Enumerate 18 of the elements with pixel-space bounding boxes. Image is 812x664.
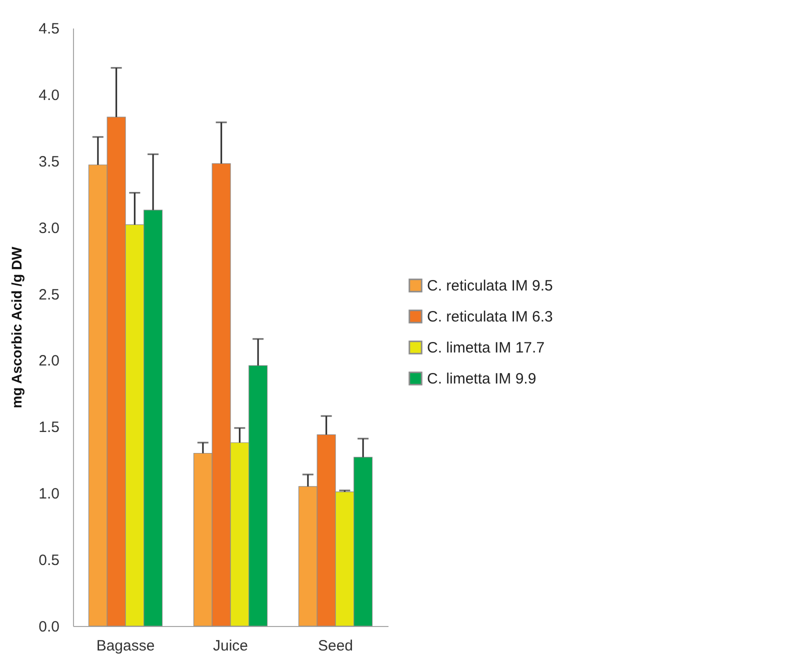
x-tick-label: Seed bbox=[318, 638, 354, 654]
y-tick-label: 4.0 bbox=[38, 86, 60, 104]
y-tick-label: 0.5 bbox=[38, 552, 60, 570]
y-axis-title: mg Ascorbic Acid /g DW bbox=[8, 246, 25, 408]
y-tick-label: 2.0 bbox=[38, 352, 60, 370]
legend-label: C. limetta IM 17.7 bbox=[427, 340, 545, 356]
x-tick-label: Bagasse bbox=[96, 638, 155, 654]
y-tick-label: 3.0 bbox=[38, 220, 60, 237]
y-tick-label: 2.5 bbox=[38, 286, 60, 304]
legend-label: C. limetta IM 9.9 bbox=[427, 370, 536, 388]
y-tick-label: 4.5 bbox=[38, 20, 60, 38]
y-tick-label: 1.5 bbox=[38, 419, 60, 436]
y-tick-label: 1.0 bbox=[38, 486, 60, 503]
y-tick-label: 0.0 bbox=[38, 618, 60, 636]
legend-label: C. reticulata IM 9.5 bbox=[427, 278, 553, 294]
legend-label: C. reticulata IM 6.3 bbox=[427, 308, 553, 326]
y-tick-label: 3.5 bbox=[38, 153, 60, 170]
x-tick-label: Juice bbox=[212, 638, 248, 654]
